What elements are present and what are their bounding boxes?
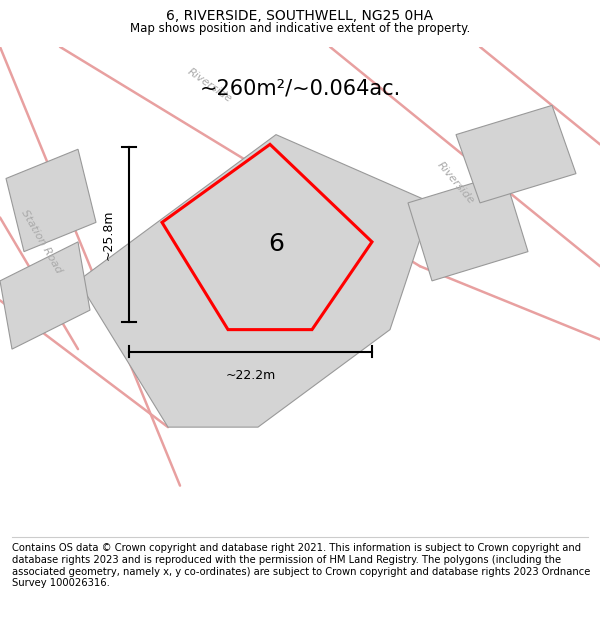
Text: 6: 6 (268, 232, 284, 256)
Text: ~260m²/~0.064ac.: ~260m²/~0.064ac. (199, 79, 401, 99)
Text: Map shows position and indicative extent of the property.: Map shows position and indicative extent… (130, 22, 470, 35)
Text: Contains OS data © Crown copyright and database right 2021. This information is : Contains OS data © Crown copyright and d… (12, 543, 590, 588)
Polygon shape (408, 174, 528, 281)
Polygon shape (456, 106, 576, 203)
Polygon shape (78, 134, 432, 427)
Polygon shape (6, 149, 96, 252)
Text: 6, RIVERSIDE, SOUTHWELL, NG25 0HA: 6, RIVERSIDE, SOUTHWELL, NG25 0HA (166, 9, 434, 23)
Text: Station Road: Station Road (20, 208, 64, 276)
Text: Riverside: Riverside (436, 160, 476, 206)
Text: ~25.8m: ~25.8m (101, 209, 115, 260)
Polygon shape (0, 242, 90, 349)
Text: Riverside: Riverside (186, 67, 234, 105)
Text: ~22.2m: ~22.2m (226, 369, 275, 382)
